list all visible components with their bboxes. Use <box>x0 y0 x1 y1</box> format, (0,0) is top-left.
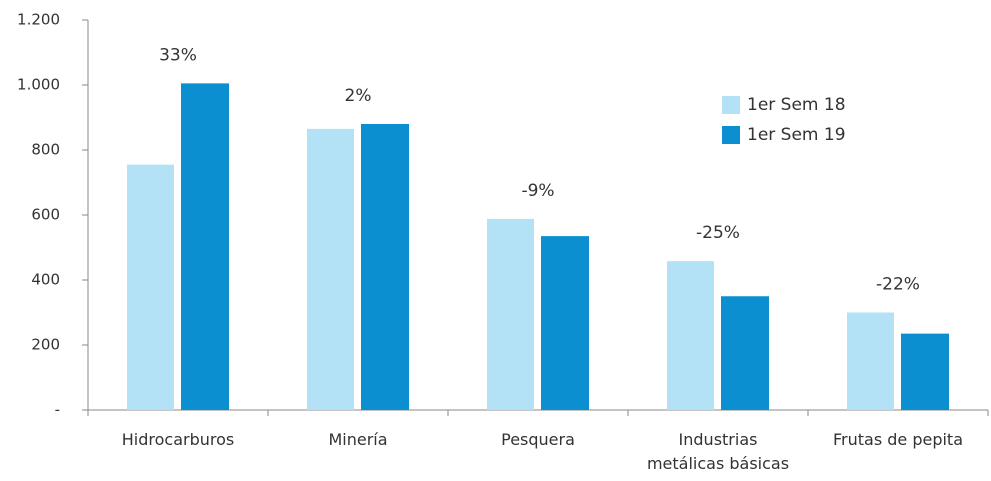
bar <box>847 312 894 410</box>
y-tick-label: - <box>55 401 60 419</box>
x-tick-label: Frutas de pepita <box>832 430 964 449</box>
annotation: 2% <box>345 86 372 106</box>
legend-swatch <box>722 96 740 114</box>
bar <box>361 124 409 410</box>
bar <box>541 236 589 410</box>
annotation: 33% <box>159 45 197 65</box>
bar <box>487 218 534 410</box>
legend-label: 1er Sem 18 <box>747 95 846 115</box>
x-tick-label: Hidrocarburos <box>121 430 235 449</box>
y-tick-label: 1.000 <box>17 76 60 94</box>
legend-swatch <box>722 126 740 144</box>
bar <box>127 164 174 410</box>
annotation: -25% <box>696 223 740 243</box>
bar <box>667 261 714 410</box>
legend-label: 1er Sem 19 <box>747 125 846 145</box>
annotation: -9% <box>521 181 554 201</box>
y-tick-label: 400 <box>31 271 60 289</box>
x-tick-label: Pesquera <box>501 430 575 449</box>
bar <box>721 296 769 410</box>
annotation: -22% <box>876 275 920 295</box>
bar <box>307 128 354 410</box>
x-tick-label: Minería <box>328 430 388 449</box>
bar <box>181 83 229 410</box>
y-tick-label: 200 <box>31 336 60 354</box>
y-tick-label: 800 <box>31 141 60 159</box>
y-tick-label: 1.200 <box>17 11 60 29</box>
bar <box>901 333 949 410</box>
y-tick-label: 600 <box>31 206 60 224</box>
x-tick-label: Industrias metálicas básicas <box>646 430 790 473</box>
